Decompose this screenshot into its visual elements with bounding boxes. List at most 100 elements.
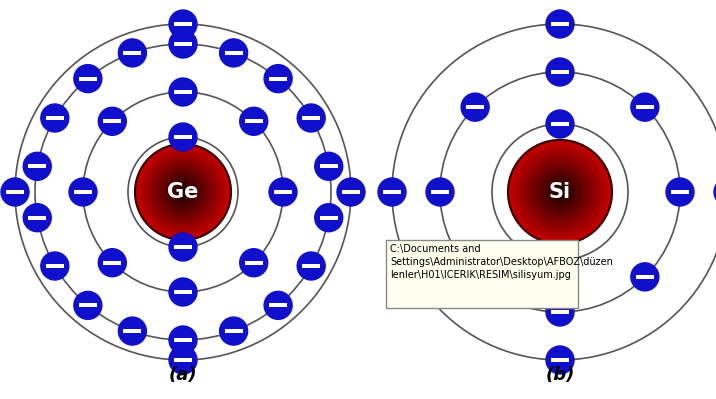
Circle shape [547,179,573,205]
Circle shape [145,154,221,230]
Circle shape [154,163,212,221]
Circle shape [171,180,195,204]
Circle shape [166,175,200,209]
Text: (b): (b) [546,366,575,384]
Circle shape [461,263,489,291]
FancyBboxPatch shape [551,258,569,262]
Circle shape [544,176,576,207]
FancyBboxPatch shape [269,77,287,81]
FancyBboxPatch shape [551,22,569,26]
FancyBboxPatch shape [383,190,401,194]
Circle shape [546,110,574,138]
Circle shape [178,187,188,197]
Circle shape [631,263,659,291]
FancyBboxPatch shape [269,303,287,307]
Circle shape [74,291,102,319]
FancyBboxPatch shape [319,216,338,220]
Circle shape [269,178,297,206]
Circle shape [164,173,202,211]
Circle shape [176,185,190,199]
FancyBboxPatch shape [302,264,320,268]
FancyBboxPatch shape [174,245,192,249]
Circle shape [315,204,343,232]
Circle shape [511,142,609,241]
FancyBboxPatch shape [174,42,192,46]
FancyBboxPatch shape [466,275,484,279]
Circle shape [297,252,325,280]
FancyBboxPatch shape [319,164,338,168]
FancyBboxPatch shape [79,303,97,307]
Circle shape [264,291,292,319]
Circle shape [169,123,197,151]
FancyBboxPatch shape [225,51,243,55]
Circle shape [169,278,197,306]
Circle shape [546,298,574,326]
FancyBboxPatch shape [551,358,569,362]
FancyBboxPatch shape [174,22,192,26]
Circle shape [23,152,52,180]
FancyBboxPatch shape [79,77,97,81]
FancyBboxPatch shape [6,190,24,194]
Circle shape [142,151,224,233]
FancyBboxPatch shape [636,275,654,279]
Circle shape [23,204,52,232]
Circle shape [169,10,197,38]
Circle shape [426,178,454,206]
FancyBboxPatch shape [174,135,192,139]
FancyBboxPatch shape [342,190,360,194]
Circle shape [546,246,574,274]
Circle shape [169,326,197,354]
Circle shape [74,65,102,93]
Text: Si: Si [549,182,571,202]
Circle shape [337,178,365,206]
FancyBboxPatch shape [551,70,569,74]
Circle shape [180,190,185,194]
FancyBboxPatch shape [671,190,689,194]
Circle shape [297,104,325,132]
FancyBboxPatch shape [174,358,192,362]
Circle shape [240,107,268,135]
Circle shape [555,187,565,197]
FancyBboxPatch shape [636,105,654,109]
Circle shape [523,156,596,228]
Circle shape [518,150,601,233]
Circle shape [220,39,248,67]
FancyBboxPatch shape [302,116,320,120]
Circle shape [41,104,69,132]
Circle shape [161,170,205,213]
Circle shape [41,252,69,280]
Circle shape [557,190,563,195]
FancyBboxPatch shape [123,51,142,55]
Circle shape [169,30,197,58]
Circle shape [539,171,581,213]
FancyBboxPatch shape [28,164,47,168]
Circle shape [169,233,197,261]
Circle shape [378,178,406,206]
Circle shape [135,144,231,240]
Circle shape [1,178,29,206]
Circle shape [152,161,214,223]
Circle shape [173,182,193,201]
Circle shape [118,317,146,345]
Circle shape [536,169,584,215]
Circle shape [461,93,489,121]
Circle shape [552,184,568,200]
Circle shape [516,148,604,236]
FancyBboxPatch shape [551,122,569,126]
FancyBboxPatch shape [245,261,263,265]
FancyBboxPatch shape [386,240,578,308]
Circle shape [118,39,146,67]
Circle shape [666,178,694,206]
FancyBboxPatch shape [174,90,192,94]
Circle shape [315,152,343,180]
FancyBboxPatch shape [123,329,142,333]
Circle shape [546,10,574,38]
Circle shape [140,149,226,235]
Circle shape [546,58,574,86]
FancyBboxPatch shape [46,264,64,268]
FancyBboxPatch shape [245,119,263,123]
Circle shape [521,153,599,231]
Circle shape [98,249,126,277]
FancyBboxPatch shape [174,338,192,342]
Circle shape [631,93,659,121]
